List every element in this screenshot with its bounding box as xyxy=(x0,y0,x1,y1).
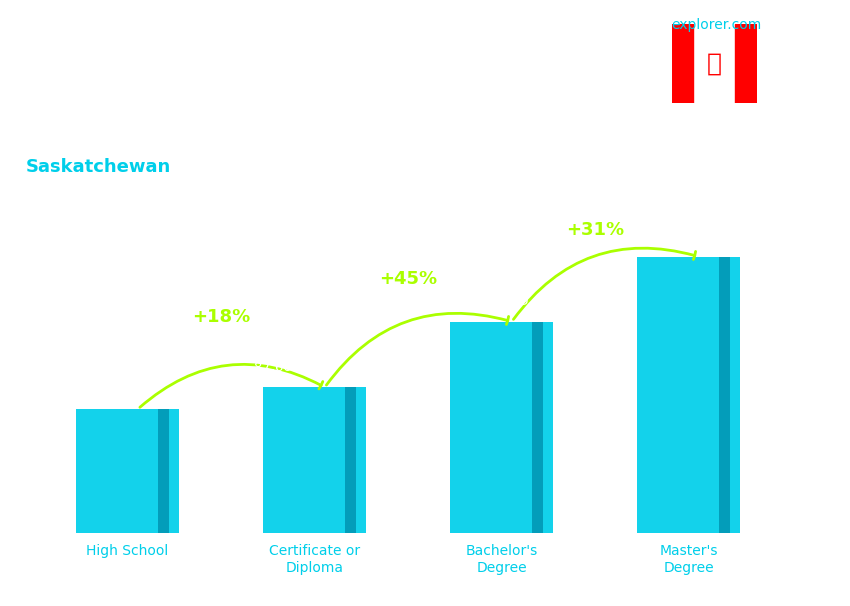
Text: 166,000 CAD: 166,000 CAD xyxy=(627,230,715,243)
Bar xyxy=(76,409,178,533)
Text: 127,000 CAD: 127,000 CAD xyxy=(440,295,528,308)
Bar xyxy=(532,322,542,533)
Bar xyxy=(345,387,355,533)
Text: Average Yearly Salary: Average Yearly Salary xyxy=(797,306,807,427)
Bar xyxy=(638,256,740,533)
Text: Salary Comparison By Education: Salary Comparison By Education xyxy=(26,42,534,70)
Bar xyxy=(450,322,552,533)
Bar xyxy=(263,387,366,533)
Bar xyxy=(158,409,168,533)
Text: 74,500 CAD: 74,500 CAD xyxy=(66,383,145,396)
Text: +31%: +31% xyxy=(566,221,624,239)
Text: salary: salary xyxy=(612,18,660,32)
Text: Mobile Interface Designer: Mobile Interface Designer xyxy=(26,109,258,127)
Text: 87,600 CAD: 87,600 CAD xyxy=(253,361,332,374)
Text: +18%: +18% xyxy=(192,308,250,327)
Bar xyxy=(735,24,756,103)
Text: +45%: +45% xyxy=(379,270,437,288)
Text: explorer.com: explorer.com xyxy=(672,18,762,32)
Text: 🍁: 🍁 xyxy=(706,52,722,76)
Bar xyxy=(672,24,693,103)
Text: Saskatchewan: Saskatchewan xyxy=(26,158,171,176)
Bar xyxy=(719,256,729,533)
